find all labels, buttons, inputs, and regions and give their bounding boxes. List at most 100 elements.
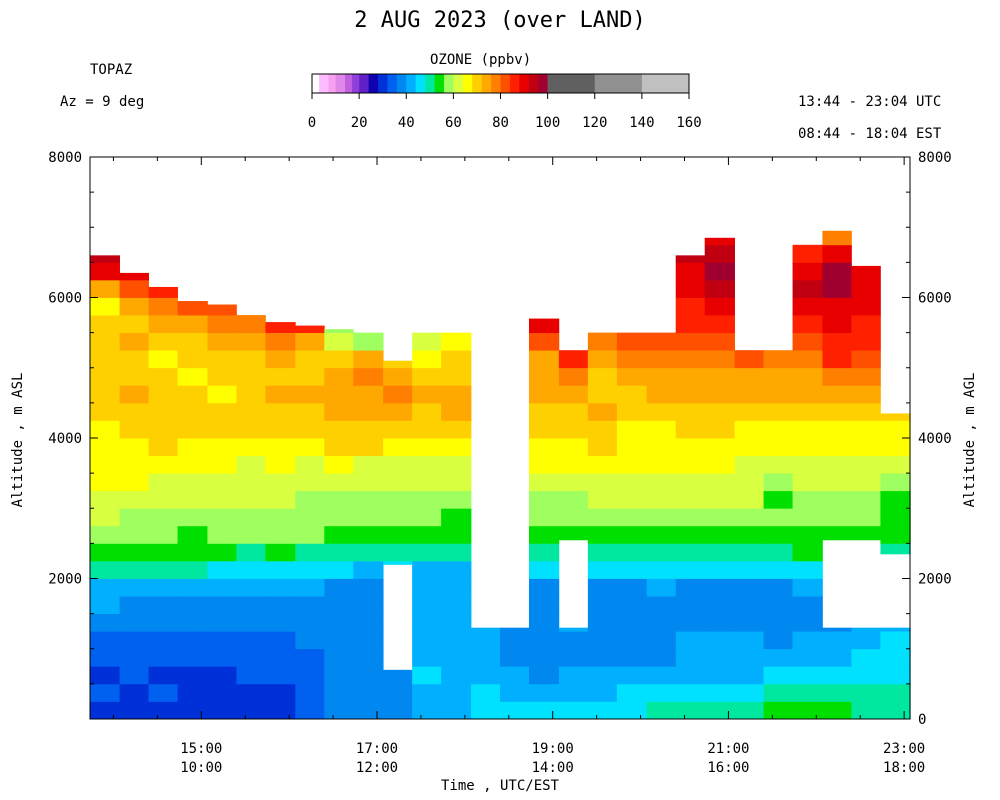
- ozone-cell: [704, 560, 735, 579]
- ozone-cell: [675, 508, 706, 527]
- ozone-cell: [177, 543, 208, 562]
- ozone-cell: [412, 631, 442, 650]
- ozone-cell: [89, 578, 120, 597]
- ozone-cell: [792, 367, 823, 386]
- ozone-cell: [792, 560, 823, 579]
- ozone-cell: [119, 613, 149, 632]
- colorbar-tick-label: 40: [398, 115, 415, 131]
- ozone-cell: [763, 596, 793, 615]
- ozone-cell: [880, 525, 911, 544]
- ozone-cell: [148, 297, 178, 316]
- ozone-cell: [89, 701, 120, 720]
- ozone-cell: [822, 508, 852, 527]
- ozone-cell: [177, 420, 208, 439]
- y-axis-label-left: Altitude , m ASL: [10, 372, 26, 508]
- ozone-cell: [207, 578, 237, 597]
- ozone-cell: [177, 666, 208, 685]
- colorbar-swatch: [328, 74, 336, 93]
- colorbar-tick-label: 100: [535, 115, 560, 131]
- ozone-cell: [792, 473, 823, 492]
- ozone-cell: [119, 473, 149, 492]
- ozone-cell: [528, 543, 560, 562]
- ozone-cell: [792, 666, 823, 685]
- ozone-cell: [763, 683, 793, 702]
- ozone-cell: [587, 508, 618, 527]
- ozone-cell: [412, 385, 442, 404]
- ozone-cell: [148, 525, 178, 544]
- ozone-cell: [646, 560, 677, 579]
- ozone-cell: [616, 613, 648, 632]
- ozone-cell: [646, 578, 677, 597]
- ozone-cell: [675, 578, 706, 597]
- ozone-cell: [880, 508, 911, 527]
- ozone-cell: [353, 543, 384, 562]
- ozone-cell: [295, 613, 325, 632]
- ozone-cell: [587, 332, 618, 351]
- colorbar: 0 20 40 60 80 100 120 140 160: [308, 73, 702, 131]
- ozone-cell: [177, 525, 208, 544]
- ozone-cell: [558, 490, 589, 509]
- ozone-cell: [675, 350, 706, 369]
- ozone-cell: [704, 279, 735, 298]
- ozone-cell: [734, 701, 764, 720]
- colorbar-tick-label: 20: [351, 115, 368, 131]
- ozone-cell: [295, 455, 325, 474]
- ozone-cell: [851, 367, 881, 386]
- ozone-cell: [383, 385, 413, 404]
- ozone-cell: [236, 525, 266, 544]
- ozone-cell: [675, 402, 706, 421]
- ozone-cell: [763, 385, 793, 404]
- y-right-tick-label: 6000: [918, 291, 952, 307]
- ozone-cell: [763, 508, 793, 527]
- ozone-cell: [587, 367, 618, 386]
- ozone-cell: [704, 402, 735, 421]
- ozone-cell: [822, 297, 852, 316]
- ozone-cell: [148, 367, 178, 386]
- colorbar-swatch: [396, 74, 407, 93]
- colorbar-swatch: [425, 74, 435, 93]
- ozone-cell: [587, 560, 618, 579]
- ozone-cell: [587, 631, 618, 650]
- ozone-cell: [295, 543, 325, 562]
- ozone-cell: [792, 525, 823, 544]
- ozone-cell: [148, 438, 178, 456]
- ozone-cell: [528, 402, 560, 421]
- ozone-cell: [528, 666, 560, 685]
- ozone-cell: [558, 420, 589, 439]
- ozone-cell: [89, 455, 120, 474]
- ozone-cell: [528, 490, 560, 509]
- x-axis-label: Time , UTC/EST: [440, 778, 559, 794]
- colorbar-swatch: [462, 74, 473, 93]
- ozone-cell: [383, 455, 413, 474]
- ozone-cell: [148, 315, 178, 334]
- ozone-cell: [880, 543, 911, 555]
- ozone-cell: [236, 473, 266, 492]
- ozone-cell: [412, 420, 442, 439]
- ozone-cell: [441, 666, 472, 685]
- ozone-cell: [236, 666, 266, 685]
- ozone-cell: [353, 666, 384, 685]
- ozone-cell: [616, 438, 648, 456]
- ozone-cell: [441, 420, 472, 439]
- ozone-cell: [851, 508, 881, 527]
- ozone-cell: [207, 315, 237, 334]
- ozone-cell: [558, 525, 589, 541]
- ozone-cell: [646, 508, 677, 527]
- ozone-cell: [119, 332, 149, 351]
- ozone-cell: [295, 367, 325, 386]
- ozone-cell: [177, 490, 208, 509]
- ozone-cell: [763, 631, 793, 650]
- ozone-cell: [616, 648, 648, 667]
- ozone-cell: [119, 367, 149, 386]
- ozone-cell: [587, 578, 618, 597]
- ozone-cell: [675, 332, 706, 351]
- ozone-cell: [265, 648, 296, 667]
- ozone-cell: [89, 350, 120, 369]
- ozone-cell: [822, 627, 852, 632]
- ozone-cell: [471, 627, 501, 632]
- ozone-cell: [616, 596, 648, 615]
- ozone-cell: [119, 279, 149, 298]
- ozone-cell: [324, 648, 354, 667]
- ozone-cell: [89, 543, 120, 562]
